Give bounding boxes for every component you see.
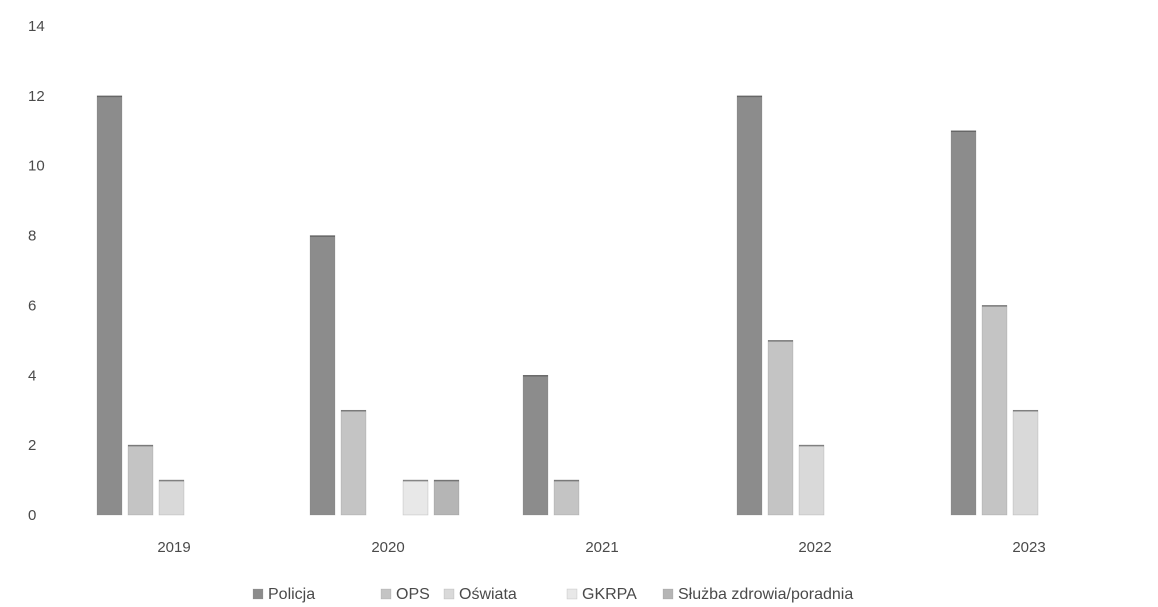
legend-label: Policja [268, 586, 315, 603]
legend-swatch [443, 588, 455, 600]
bar [158, 479, 185, 516]
bar [767, 340, 794, 516]
legend-label: OPS [396, 586, 430, 603]
bar [522, 374, 549, 516]
bar [798, 444, 825, 516]
y-tick-label: 4 [28, 367, 36, 384]
bar [1012, 409, 1039, 516]
bar [309, 235, 336, 516]
bars-group [96, 95, 1039, 516]
legend: Policja OPS Oświata GKRPA Służba zdrowia/por… [252, 586, 853, 603]
y-tick-label: 2 [28, 437, 36, 454]
x-axis-ticks: 2019 2020 2021 2022 2023 [157, 539, 1045, 556]
bar [736, 95, 763, 516]
y-tick-label: 12 [28, 88, 45, 105]
bar [127, 444, 154, 516]
bar [96, 95, 123, 516]
bar [553, 479, 580, 516]
legend-label: Oświata [459, 586, 517, 603]
x-tick-label: 2021 [585, 539, 618, 556]
bar [340, 409, 367, 516]
bar [950, 130, 977, 516]
legend-swatch [252, 588, 264, 600]
y-tick-label: 6 [28, 297, 36, 314]
x-tick-label: 2020 [371, 539, 404, 556]
bar [981, 305, 1008, 516]
x-tick-label: 2023 [1012, 539, 1045, 556]
legend-label: Służba zdrowia/poradnia [678, 586, 853, 603]
y-axis-ticks: 0 2 4 6 8 10 12 14 [28, 18, 45, 524]
bar [402, 479, 429, 516]
legend-swatch [566, 588, 578, 600]
y-tick-label: 14 [28, 18, 45, 35]
legend-swatch [662, 588, 674, 600]
legend-swatch [380, 588, 392, 600]
x-tick-label: 2022 [798, 539, 831, 556]
x-tick-label: 2019 [157, 539, 190, 556]
legend-label: GKRPA [582, 586, 637, 603]
bar [433, 479, 460, 516]
y-tick-label: 0 [28, 507, 36, 524]
y-tick-label: 8 [28, 228, 36, 245]
y-tick-label: 10 [28, 158, 45, 175]
